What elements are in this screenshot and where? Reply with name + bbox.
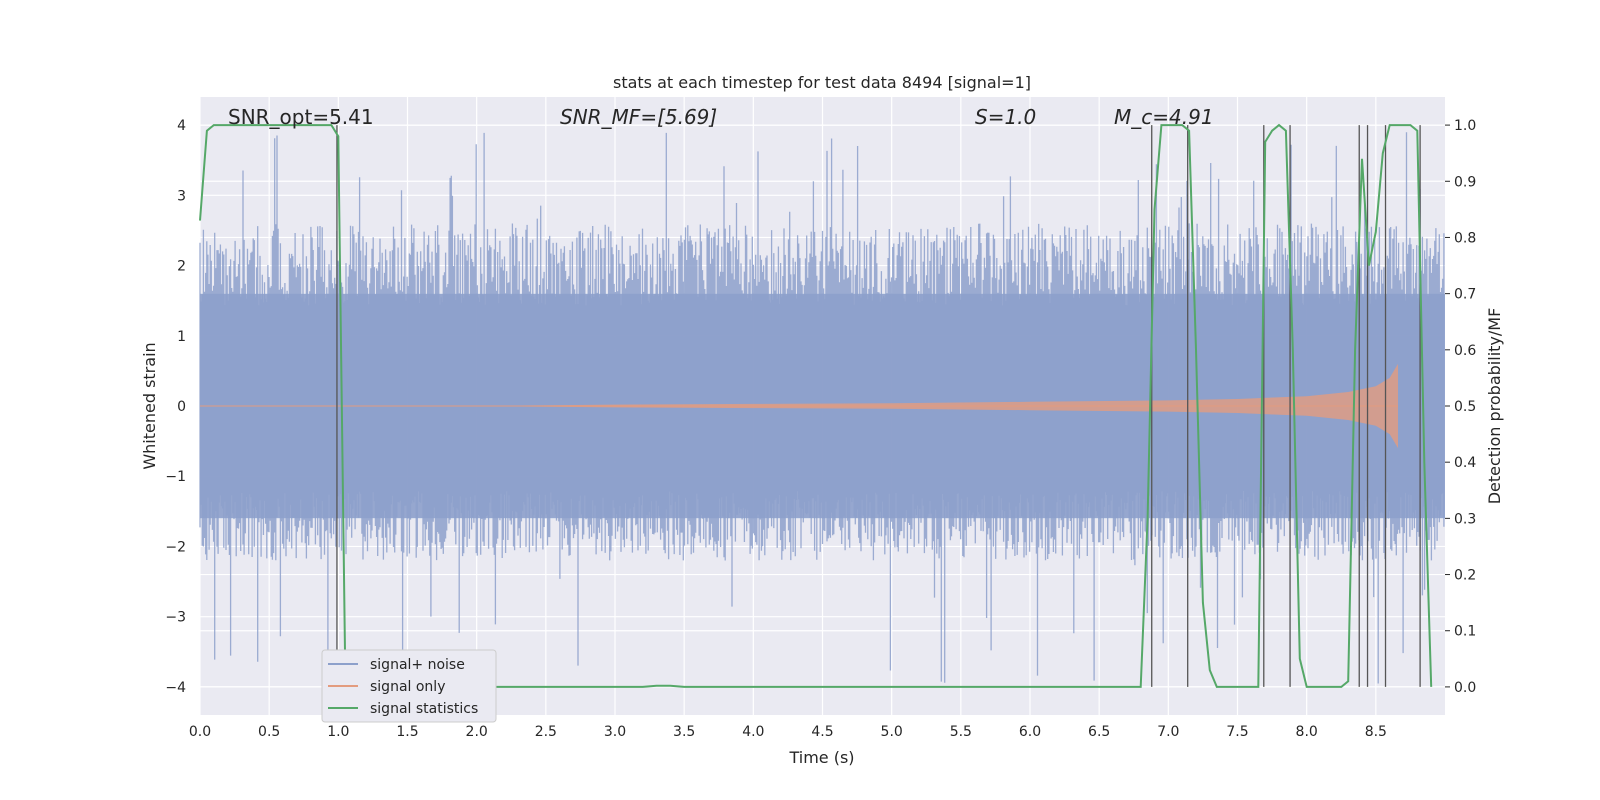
- x-tick-label: 1.5: [396, 724, 418, 740]
- legend: signal+ noise signal only signal statist…: [321, 649, 497, 723]
- y-tick-label-left: −1: [165, 469, 186, 485]
- x-tick-label: 6.0: [1019, 724, 1041, 740]
- x-tick-label: 8.5: [1365, 724, 1387, 740]
- annotation-mc-value: M_c=4.91: [1114, 105, 1214, 129]
- x-tick-label: 8.0: [1296, 724, 1318, 740]
- legend-label-noise: signal+ noise: [370, 657, 465, 673]
- x-tick-label: 5.0: [881, 724, 903, 740]
- ticks: 0.0 0.5 1.0 1.5 2.0 2.5 3.0 3.5 4.0 4.5 5.0 5.5 6.0 6…: [165, 118, 1476, 740]
- x-axis-label: Time (s): [788, 748, 854, 767]
- x-tick-label: 2.5: [535, 724, 557, 740]
- y-tick-label-left: −4: [165, 680, 186, 696]
- y-tick-label-left: 0: [177, 399, 186, 415]
- x-tick-label: 6.5: [1088, 724, 1110, 740]
- y-tick-label-right: 0.1: [1454, 624, 1476, 640]
- x-tick-label: 2.0: [466, 724, 488, 740]
- y-tick-label-right: 0.5: [1454, 399, 1476, 415]
- legend-label-signal: signal only: [370, 679, 445, 695]
- y-axis-label-right: Detection probability/MF: [1485, 308, 1504, 505]
- x-tick-label: 4.0: [742, 724, 764, 740]
- y-tick-label-right: 0.4: [1454, 455, 1476, 471]
- y-tick-label-right: 0.3: [1454, 511, 1476, 527]
- x-tick-label: 5.5: [950, 724, 972, 740]
- annotation-s-value: S=1.0: [975, 105, 1036, 129]
- y-tick-label-right: 1.0: [1454, 118, 1476, 134]
- y-tick-label-right: 0.8: [1454, 230, 1476, 246]
- x-tick-label: 1.0: [327, 724, 349, 740]
- chart-title: stats at each timestep for test data 849…: [613, 73, 1031, 92]
- x-tick-label: 0.0: [189, 724, 211, 740]
- y-tick-label-right: 0.9: [1454, 174, 1476, 190]
- signal-statistics-series: [199, 123, 1433, 688]
- annotation-snr-opt: SNR_opt=5.41: [228, 105, 374, 129]
- y-tick-label-left: 3: [177, 188, 186, 204]
- y-tick-label-right: 0.0: [1454, 680, 1476, 696]
- y-axis-label-left: Whitened strain: [140, 342, 159, 469]
- y-tick-label-left: 4: [177, 118, 186, 134]
- x-tick-label: 0.5: [258, 724, 280, 740]
- x-tick-label: 4.5: [811, 724, 833, 740]
- x-tick-label: 3.0: [604, 724, 626, 740]
- y-tick-label-left: 1: [177, 329, 186, 345]
- y-tick-label-left: 2: [177, 259, 186, 275]
- y-tick-label-left: −3: [165, 610, 186, 626]
- y-tick-label-right: 0.2: [1454, 568, 1476, 584]
- y-tick-label-right: 0.6: [1454, 343, 1476, 359]
- annotation-snr-mf: SNR_MF=[5.69]: [560, 105, 717, 129]
- y-tick-label-left: −2: [165, 539, 186, 555]
- y-tick-label-right: 0.7: [1454, 287, 1476, 303]
- x-tick-label: 7.5: [1226, 724, 1248, 740]
- statistics-line: [199, 123, 1433, 688]
- x-tick-label: 7.0: [1157, 724, 1179, 740]
- x-tick-label: 3.5: [673, 724, 695, 740]
- legend-label-statistics: signal statistics: [370, 701, 478, 717]
- legend-box: [321, 649, 497, 723]
